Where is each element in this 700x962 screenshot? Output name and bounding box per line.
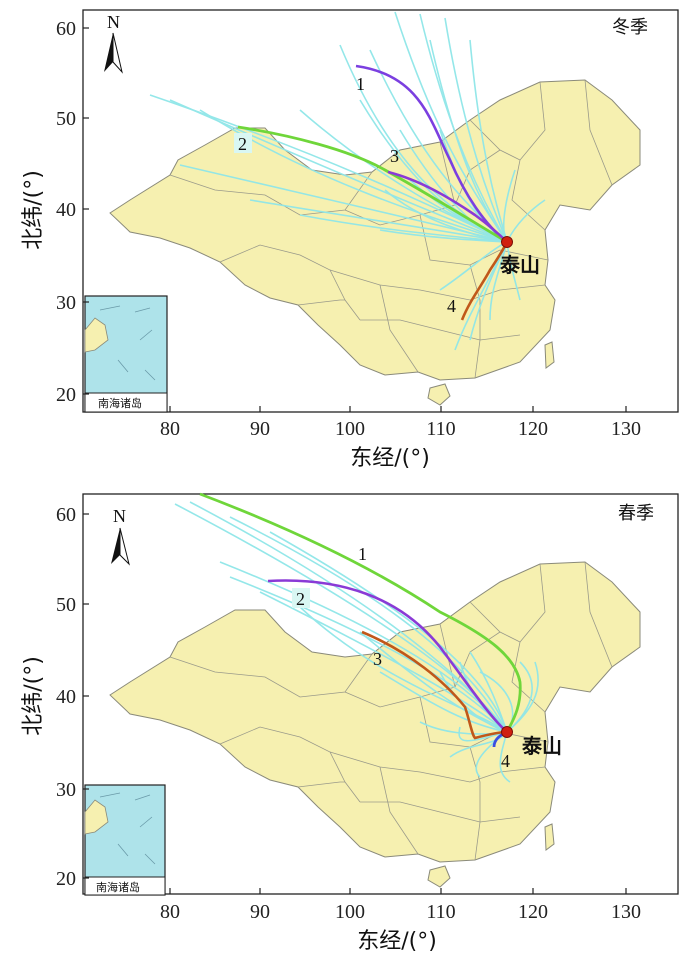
y-tick-label: 30 <box>56 779 76 801</box>
x-tick-label: 120 <box>518 418 548 440</box>
x-tick-label: 100 <box>335 901 365 923</box>
y-axis-title: 北纬/(°) <box>21 170 46 250</box>
winter-map: 1 2 3 4 泰山 冬季 N 南海诸岛 80 90 100 110 120 1… <box>21 9 679 471</box>
cluster-1-trajectory <box>355 64 508 244</box>
cluster-3-trajectory <box>387 170 508 243</box>
cluster-1-label: 1 <box>356 74 365 94</box>
cluster-3-label: 3 <box>373 649 382 669</box>
cluster-2-trajectory <box>267 579 508 733</box>
site-label: 泰山 <box>521 734 562 758</box>
cluster-3-trajectory <box>361 630 508 740</box>
cluster-4-label: 4 <box>501 751 510 771</box>
x-tick-label: 120 <box>518 901 548 923</box>
cluster-1-label: 1 <box>358 544 367 564</box>
cluster-4-trajectory <box>460 241 509 321</box>
north-arrow-icon: N <box>111 506 130 566</box>
cluster-2-label: 2 <box>238 134 247 154</box>
y-tick-label: 50 <box>56 594 76 616</box>
x-tick-label: 80 <box>160 418 180 440</box>
x-axis <box>169 406 627 412</box>
y-tick-label: 20 <box>56 868 76 890</box>
y-tick-label: 40 <box>56 686 76 708</box>
x-tick-label: 110 <box>426 418 455 440</box>
x-tick-label: 90 <box>250 901 270 923</box>
taishan-site-marker <box>501 236 513 248</box>
y-axis-title: 北纬/(°) <box>21 656 46 736</box>
spring-panel: 1 2 3 4 泰山 春季 N 南海诸岛 80 90 100 110 120 1… <box>0 482 700 962</box>
cluster-2-label-bg <box>234 133 252 153</box>
inset-label: 南海诸岛 <box>98 396 142 410</box>
cluster-2-label-bg <box>292 588 310 608</box>
cluster-3-label: 3 <box>390 146 399 166</box>
x-tick-label: 130 <box>611 901 641 923</box>
china-landmass <box>109 561 641 863</box>
y-tick-label: 40 <box>56 199 76 221</box>
x-axis-title: 东经/(°) <box>357 929 437 954</box>
season-label: 春季 <box>618 503 654 524</box>
south-china-sea-inset: 南海诸岛 <box>84 784 166 896</box>
y-tick-label: 50 <box>56 108 76 130</box>
cluster-2-trajectory <box>237 125 508 244</box>
svg-text:N: N <box>107 12 120 32</box>
x-axis <box>169 888 627 894</box>
y-axis <box>83 513 89 879</box>
inset-label: 南海诸岛 <box>96 880 140 894</box>
x-tick-label: 90 <box>250 418 270 440</box>
cluster-1-trajectory <box>199 492 522 733</box>
cluster-4-label: 4 <box>447 296 456 316</box>
taishan-site-marker <box>501 726 513 738</box>
province-borders <box>169 561 613 861</box>
winter-panel: 1 2 3 4 泰山 冬季 N 南海诸岛 80 90 100 110 120 1… <box>0 0 700 480</box>
y-axis <box>83 27 89 395</box>
hainan-island <box>427 383 451 406</box>
y-tick-label: 20 <box>56 384 76 406</box>
x-axis-title: 东经/(°) <box>350 446 430 471</box>
y-tick-label: 60 <box>56 18 76 40</box>
cluster-2-label: 2 <box>296 589 305 609</box>
svg-text:N: N <box>113 506 126 526</box>
north-arrow-icon: N <box>104 12 123 74</box>
y-tick-label: 60 <box>56 504 76 526</box>
china-landmass <box>109 79 641 381</box>
season-label: 冬季 <box>612 17 648 38</box>
south-china-sea-inset: 南海诸岛 <box>84 295 168 413</box>
x-tick-label: 80 <box>160 901 180 923</box>
taiwan-island <box>544 341 555 369</box>
x-tick-label: 100 <box>335 418 365 440</box>
site-label: 泰山 <box>499 253 540 277</box>
y-tick-label: 30 <box>56 292 76 314</box>
hainan-island <box>427 865 451 888</box>
spring-map: 1 2 3 4 泰山 春季 N 南海诸岛 80 90 100 110 120 1… <box>21 492 679 954</box>
x-tick-label: 130 <box>611 418 641 440</box>
taiwan-island <box>544 823 555 851</box>
x-tick-label: 110 <box>426 901 455 923</box>
